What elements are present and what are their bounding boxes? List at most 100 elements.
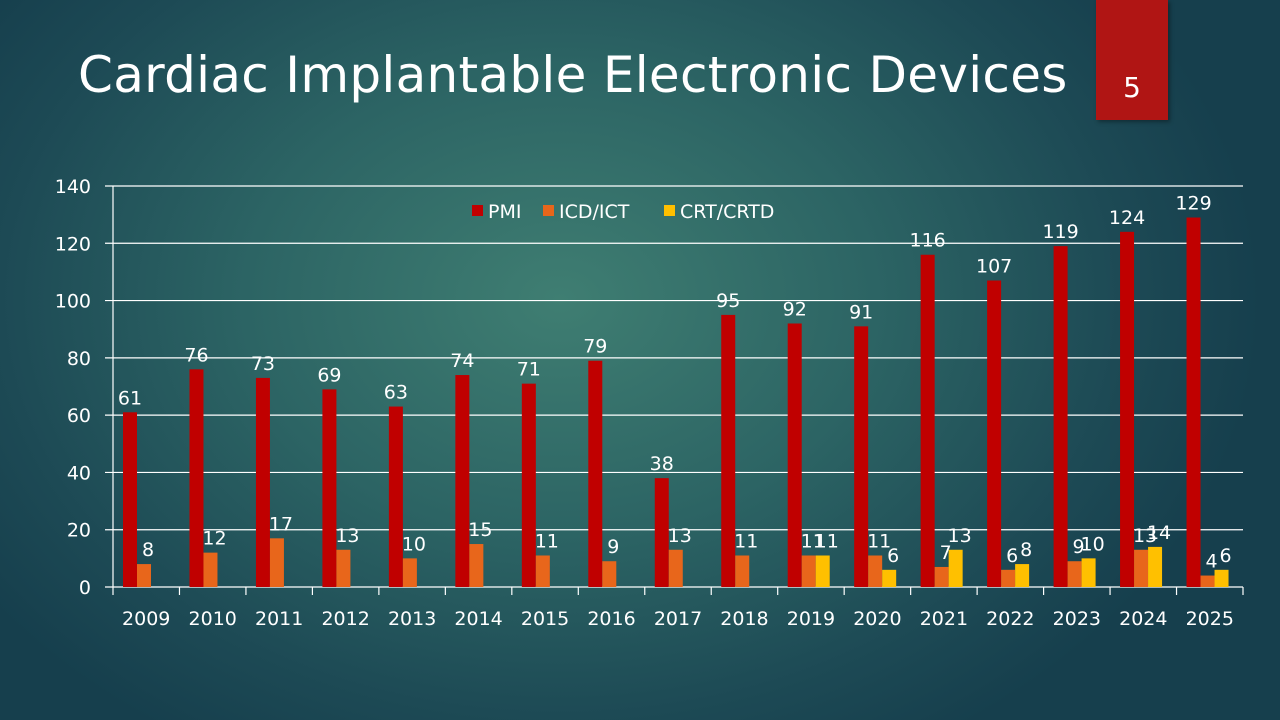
bar-crt-crtd — [1214, 569, 1229, 587]
data-label-icd-ict: 6 — [1006, 545, 1018, 567]
bar-icd-ict — [934, 566, 949, 587]
x-tick-label: 2020 — [853, 608, 901, 630]
y-tick-label: 140 — [55, 176, 91, 198]
bar-icd-ict — [137, 564, 151, 587]
data-label-crt-crtd: 14 — [1147, 522, 1171, 544]
bar-icd-ict — [1001, 569, 1016, 587]
x-tick-label: 2022 — [986, 608, 1034, 630]
legend-swatch-icd-ict — [543, 205, 554, 216]
bar-crt-crtd — [948, 549, 963, 587]
data-label-pmi: 91 — [849, 301, 873, 323]
legend-swatch-pmi — [472, 205, 483, 216]
data-label-pmi: 116 — [910, 230, 946, 252]
bar-crt-crtd — [1148, 546, 1163, 587]
data-label-pmi: 107 — [976, 256, 1012, 278]
bar-icd-ict — [668, 549, 683, 587]
bar-crt-crtd — [1015, 564, 1030, 587]
data-label-pmi: 74 — [450, 350, 474, 372]
data-label-icd-ict: 12 — [202, 528, 226, 550]
x-tick-label: 2023 — [1053, 608, 1101, 630]
bar-pmi — [455, 375, 470, 587]
page-number: 5 — [1123, 71, 1141, 104]
y-tick-label: 60 — [67, 405, 91, 427]
bar-pmi — [787, 323, 802, 587]
data-label-icd-ict: 9 — [1073, 536, 1085, 558]
bar-icd-ict — [336, 549, 351, 587]
bar-pmi — [1053, 246, 1068, 587]
bar-crt-crtd — [1081, 558, 1096, 587]
bar-icd-ict — [535, 555, 550, 587]
x-tick-label: 2016 — [587, 608, 635, 630]
data-label-pmi: 71 — [517, 359, 541, 381]
bar-pmi — [123, 412, 137, 587]
bar-pmi — [721, 314, 736, 587]
bar-icd-ict — [203, 552, 218, 587]
x-tick-label: 2011 — [255, 608, 303, 630]
bar-icd-ict — [602, 561, 617, 587]
page-number-badge: 5 — [1096, 0, 1168, 120]
data-label-pmi: 124 — [1109, 207, 1145, 229]
bar-crt-crtd — [815, 555, 830, 587]
x-tick-label: 2009 — [122, 608, 170, 630]
bar-icd-ict — [402, 558, 417, 587]
bar-pmi — [854, 326, 869, 587]
data-label-pmi: 79 — [583, 336, 607, 358]
bar-pmi — [388, 406, 403, 587]
y-tick-label: 80 — [67, 348, 91, 370]
data-label-icd-ict: 13 — [335, 525, 359, 547]
bar-pmi — [654, 478, 669, 587]
data-label-crt-crtd: 11 — [815, 530, 839, 552]
y-tick-label: 100 — [55, 291, 91, 313]
data-label-icd-ict: 10 — [402, 533, 426, 555]
x-tick-label: 2013 — [388, 608, 436, 630]
bar-pmi — [521, 383, 536, 587]
x-tick-label: 2021 — [920, 608, 968, 630]
data-label-icd-ict: 17 — [269, 513, 293, 535]
x-tick-label: 2017 — [654, 608, 702, 630]
bar-pmi — [588, 360, 603, 587]
data-label-pmi: 119 — [1042, 221, 1078, 243]
data-label-pmi: 129 — [1175, 193, 1211, 215]
data-label-pmi: 73 — [251, 353, 275, 375]
bar-crt-crtd — [882, 569, 897, 587]
y-tick-label: 120 — [55, 233, 91, 255]
data-label-icd-ict: 11 — [734, 530, 758, 552]
data-label-icd-ict: 9 — [607, 536, 619, 558]
data-label-crt-crtd: 6 — [1219, 545, 1231, 567]
bar-icd-ict — [1200, 575, 1215, 587]
bar-icd-ict — [735, 555, 750, 587]
bar-icd-ict — [868, 555, 883, 587]
data-label-icd-ict: 11 — [535, 530, 559, 552]
bar-icd-ict — [801, 555, 816, 587]
data-label-icd-ict: 4 — [1205, 551, 1217, 573]
x-tick-label: 2015 — [521, 608, 569, 630]
bar-pmi — [1186, 217, 1201, 587]
legend-label-icd-ict: ICD/ICT — [559, 201, 630, 223]
y-tick-label: 0 — [79, 577, 91, 599]
bar-pmi — [987, 280, 1002, 587]
legend-label-pmi: PMI — [488, 201, 521, 223]
data-label-pmi: 92 — [783, 298, 807, 320]
data-label-icd-ict: 8 — [142, 539, 154, 561]
data-label-pmi: 69 — [317, 364, 341, 386]
slide-title: Cardiac Implantable Electronic Devices — [78, 46, 1068, 104]
data-label-crt-crtd: 8 — [1020, 539, 1032, 561]
legend-swatch-crt-crtd — [664, 205, 675, 216]
x-tick-label: 2018 — [720, 608, 768, 630]
x-tick-label: 2010 — [189, 608, 237, 630]
x-tick-label: 2014 — [454, 608, 502, 630]
y-tick-label: 20 — [67, 520, 91, 542]
bar-icd-ict — [1134, 549, 1149, 587]
data-label-icd-ict: 15 — [468, 519, 492, 541]
x-tick-label: 2019 — [787, 608, 835, 630]
data-label-icd-ict: 11 — [801, 530, 825, 552]
bar-pmi — [920, 254, 935, 587]
data-label-icd-ict: 11 — [867, 530, 891, 552]
data-label-crt-crtd: 10 — [1080, 533, 1104, 555]
data-label-pmi: 61 — [118, 387, 142, 409]
data-label-pmi: 76 — [184, 344, 208, 366]
data-label-pmi: 38 — [650, 453, 674, 475]
bar-pmi — [189, 369, 204, 587]
data-label-crt-crtd: 6 — [887, 545, 899, 567]
